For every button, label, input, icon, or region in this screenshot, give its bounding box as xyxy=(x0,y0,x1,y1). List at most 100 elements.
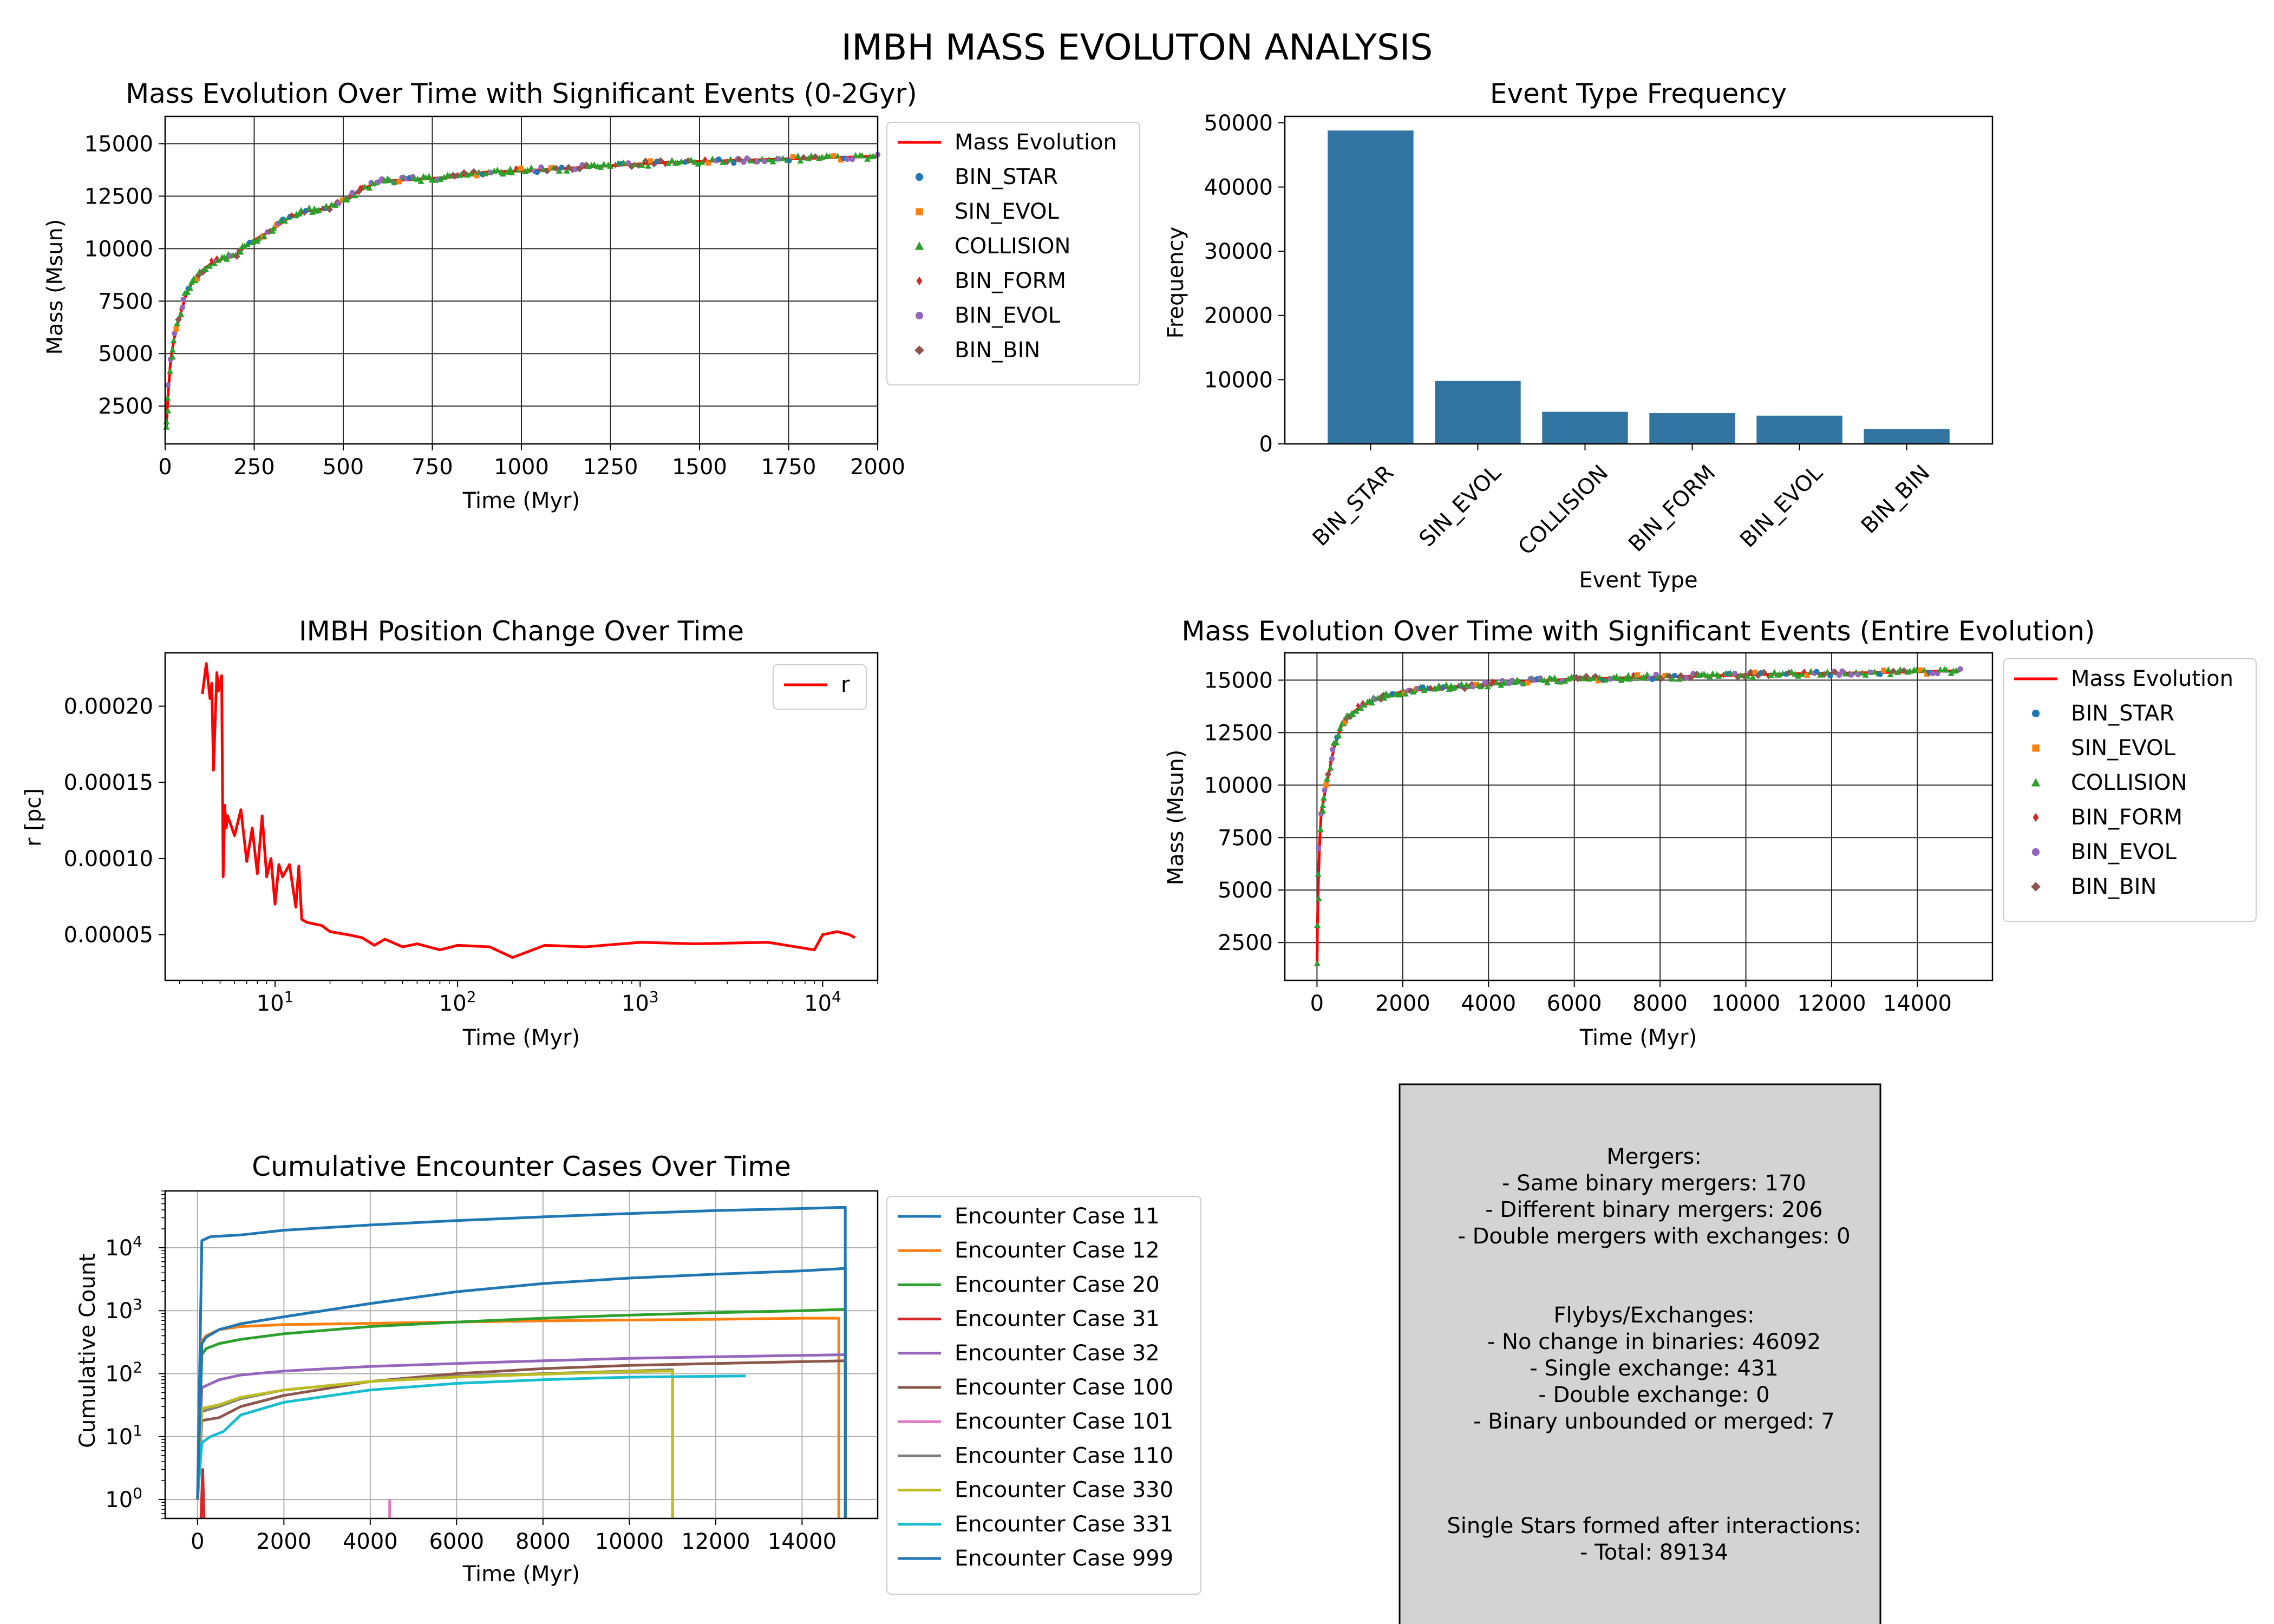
encounter-line xyxy=(196,1206,847,1518)
event-marker xyxy=(1747,669,1754,676)
event-marker xyxy=(1461,685,1468,692)
event-marker xyxy=(1336,725,1343,731)
x-tick-label: 0 xyxy=(158,455,172,480)
event-marker xyxy=(1544,679,1551,686)
event-marker xyxy=(1482,679,1488,685)
event-marker xyxy=(741,159,747,165)
mass-entire-series xyxy=(1316,669,1961,966)
legend-label: SIN_EVOL xyxy=(2071,736,2176,761)
event-marker xyxy=(1463,681,1470,688)
event-marker xyxy=(1752,670,1758,675)
event-marker xyxy=(344,196,351,202)
event-marker xyxy=(838,157,844,163)
y-tick-label: 103 xyxy=(105,1295,142,1324)
mass-entire-grid xyxy=(1285,653,1992,980)
event-marker xyxy=(1314,921,1321,928)
legend-label: BIN_EVOL xyxy=(955,303,1061,328)
legend-label: BIN_EVOL xyxy=(2071,840,2177,865)
x-tick-label: 2000 xyxy=(850,455,905,480)
event-marker xyxy=(1881,667,1886,673)
encounters-xlabel: Time (Myr) xyxy=(462,1562,580,1587)
event-marker xyxy=(2031,848,2040,856)
legend-label: Encounter Case 20 xyxy=(955,1272,1160,1297)
event-frequency-y-ticks: 0 10000 20000 30000 40000 50000 xyxy=(1204,111,1285,457)
x-tick-label: 101 xyxy=(257,988,294,1016)
x-tick-label: 1000 xyxy=(494,455,549,480)
event-marker xyxy=(237,248,244,255)
mass-0-2gyr-xlabel: Time (Myr) xyxy=(462,488,580,513)
legend-frame xyxy=(2003,658,2257,922)
legend-label: COLLISION xyxy=(2071,770,2187,795)
x-tick-label: 4000 xyxy=(1461,991,1516,1016)
x-tick-label: 103 xyxy=(622,988,659,1016)
event-marker xyxy=(1890,667,1897,675)
y-tick-label: 0.00005 xyxy=(64,923,153,948)
event-marker xyxy=(474,173,480,179)
event-marker xyxy=(556,167,563,174)
event-marker xyxy=(1330,746,1336,752)
event-marker xyxy=(1316,845,1322,852)
event-marker xyxy=(206,262,213,269)
event-marker xyxy=(366,185,373,191)
event-marker xyxy=(727,156,734,162)
event-marker xyxy=(620,159,627,166)
y-tick-exponent: 1 xyxy=(133,1422,142,1439)
event-marker xyxy=(1480,681,1487,689)
y-tick-exponent: 0 xyxy=(133,1484,142,1502)
x-tick-exponent: 1 xyxy=(284,988,294,1006)
x-tick-label: 500 xyxy=(323,455,364,480)
event-marker xyxy=(1327,764,1334,771)
event-marker xyxy=(591,161,598,168)
event-marker xyxy=(565,163,572,171)
bar xyxy=(1328,130,1414,444)
mass-evolution-line xyxy=(1316,669,1961,966)
y-tick-label: 12500 xyxy=(84,184,153,209)
event-marker xyxy=(559,165,565,171)
event-marker xyxy=(1368,699,1375,706)
event-marker xyxy=(211,260,218,266)
event-marker xyxy=(915,173,924,181)
mass-entire-x-ticks: 0 2000 4000 6000 8000 10000 12000 14000 xyxy=(1310,980,1952,1016)
event-marker xyxy=(1317,826,1324,833)
event-marker xyxy=(1641,673,1648,680)
event-marker xyxy=(1613,673,1620,679)
mergers-line: - Different binary mergers: 206 xyxy=(1485,1197,1823,1222)
mass-0-2gyr-ylabel: Mass (Msun) xyxy=(43,219,68,355)
event-marker xyxy=(518,166,524,171)
legend-entry: BIN_STAR xyxy=(915,165,1058,189)
event-marker xyxy=(202,266,210,273)
legend-entry: Encounter Case 999 xyxy=(898,1546,1173,1571)
event-marker xyxy=(2031,709,2040,718)
mass-entire-y-ticks: 2500 5000 7500 10000 12500 15000 xyxy=(1204,668,1285,955)
event-marker xyxy=(507,166,514,172)
x-tick-label: 250 xyxy=(233,455,275,480)
x-tick-label: 8000 xyxy=(515,1529,571,1554)
event-marker xyxy=(215,257,222,263)
legend-label: Encounter Case 11 xyxy=(955,1204,1160,1229)
legend-entry: Encounter Case 11 xyxy=(898,1204,1160,1229)
event-marker xyxy=(1788,669,1795,675)
event-marker xyxy=(1709,670,1716,677)
event-marker xyxy=(648,158,654,164)
event-marker xyxy=(1871,669,1878,675)
event-marker xyxy=(457,172,464,178)
imbh-position-xlabel: Time (Myr) xyxy=(462,1025,580,1050)
event-marker xyxy=(524,167,531,173)
mergers-line: - Same binary mergers: 170 xyxy=(1502,1171,1806,1196)
event-marker xyxy=(1920,666,1927,673)
event-marker xyxy=(1352,708,1360,714)
event-marker xyxy=(1561,677,1569,684)
legend-label: Encounter Case 330 xyxy=(955,1478,1173,1503)
event-marker xyxy=(188,279,195,285)
event-marker xyxy=(1357,705,1364,711)
event-marker xyxy=(351,192,358,199)
event-marker xyxy=(579,162,585,168)
event-marker xyxy=(691,159,698,165)
legend-entry: Encounter Case 100 xyxy=(898,1375,1173,1400)
mergers-header: Mergers: xyxy=(1606,1144,1702,1169)
event-marker xyxy=(552,165,560,172)
event-marker xyxy=(1595,678,1601,684)
y-tick-label: 10000 xyxy=(84,237,153,261)
legend-entry: BIN_FORM xyxy=(916,269,1066,293)
